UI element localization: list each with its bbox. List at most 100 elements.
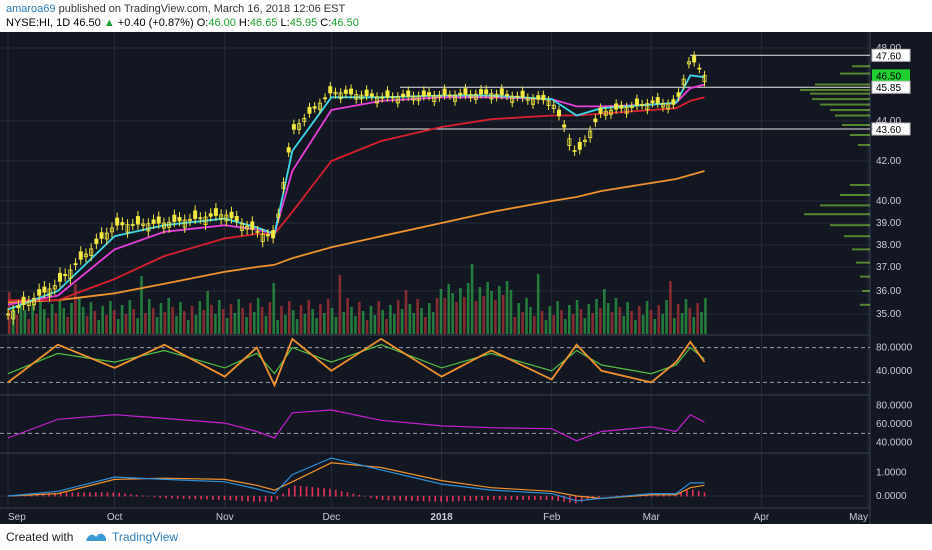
volume-bar	[50, 304, 54, 334]
macd-hist-bar	[551, 496, 554, 501]
macd-hist-bar	[159, 496, 161, 498]
volume-bar	[58, 299, 62, 334]
volume-bar	[556, 301, 559, 334]
macd-hist-bar	[528, 496, 530, 501]
time-tick-label: Apr	[754, 512, 770, 523]
macd-hist-bar	[452, 496, 454, 502]
macd-hist-bar	[89, 492, 91, 497]
candle-body	[520, 90, 525, 98]
volume-bar	[315, 318, 318, 334]
macd-hist-bar	[106, 492, 109, 497]
volume-bar	[210, 305, 213, 334]
macd-hist-bar	[416, 496, 419, 502]
macd-hist-bar	[358, 494, 360, 497]
vpvr-bar	[815, 83, 870, 86]
macd-hist-bar	[522, 496, 524, 501]
price-chart[interactable]: 35.00 36.00 37.00 38.00 39.00 40.00 42.00 44.00…	[0, 32, 932, 524]
price-change: +0.40 (+0.87%)	[117, 17, 194, 29]
candle-body	[354, 94, 359, 100]
price-tick-label: 36.00	[876, 286, 901, 297]
vpvr-bar	[804, 213, 870, 216]
macd-hist-bar	[270, 496, 273, 502]
candle-body	[89, 248, 94, 256]
candle-body	[655, 97, 660, 104]
candle-body	[37, 289, 42, 296]
chart-background	[0, 32, 932, 524]
volume-bar	[54, 313, 58, 334]
volume-bar	[673, 318, 676, 334]
candle-body	[660, 103, 665, 108]
macd-hist-bar	[182, 496, 185, 499]
footer: Created with TradingView	[0, 524, 932, 550]
macd-hist-bar	[545, 496, 548, 501]
volume-bar	[97, 320, 101, 334]
candle-body	[297, 123, 302, 130]
candle-body	[541, 94, 546, 101]
price-tick-label: 35.00	[876, 309, 901, 320]
candle-body	[406, 90, 411, 97]
volume-bar	[490, 291, 493, 334]
author-link[interactable]: amaroa69	[6, 3, 56, 15]
volume-bar	[190, 306, 194, 334]
volume-bar	[389, 305, 392, 334]
macd-hist-bar	[563, 496, 565, 502]
macd-hist-bar	[147, 496, 150, 497]
time-tick-label: Sep	[8, 512, 26, 523]
volume-bar	[101, 306, 104, 334]
macd-hist-bar	[329, 488, 331, 497]
candle-body	[213, 208, 218, 216]
vpvr-bar	[830, 224, 870, 227]
volume-bar	[603, 289, 606, 334]
macd-hist-bar	[346, 492, 349, 497]
candle-body	[6, 313, 11, 316]
vpvr-bar	[842, 124, 870, 126]
low-label: L:	[280, 17, 290, 29]
volume-bar	[334, 317, 338, 334]
volume-bar	[39, 300, 42, 334]
macd-hist-bar	[206, 496, 208, 500]
volume-bar	[358, 302, 361, 334]
candle-body	[603, 110, 608, 116]
volume-bar	[342, 312, 346, 334]
candle-body	[307, 106, 312, 114]
macd-hist-bar	[428, 496, 431, 502]
candle-body	[343, 89, 348, 94]
macd-hist-bar	[334, 489, 337, 497]
publish-info: published on TradingView.com, March 16, …	[58, 3, 346, 15]
vpvr-bar	[852, 248, 870, 251]
macd-hist-bar	[188, 496, 191, 500]
price-level-tag	[871, 80, 911, 94]
macd-hist-bar	[212, 496, 214, 500]
volume-bar	[634, 320, 637, 334]
ohlc-line: NYSE:HI, 1D 46.50 ▲ +0.40 (+0.87%) O:46.…	[6, 17, 359, 29]
sma-200-line	[7, 170, 705, 304]
candle-body	[499, 88, 504, 96]
macd-hist-bar	[77, 492, 80, 497]
candle-body	[286, 147, 291, 153]
volume-bar	[552, 315, 556, 334]
candle-body	[463, 88, 468, 95]
volume-bar	[74, 284, 77, 334]
volume-bar	[431, 312, 435, 334]
candle-body	[271, 230, 276, 239]
tradingview-brand-link[interactable]: TradingView	[112, 530, 179, 544]
candle-body	[177, 217, 182, 222]
low-value: 45.95	[289, 17, 318, 29]
macd-hist-bar	[253, 496, 255, 502]
macd-hist-bar	[387, 496, 390, 501]
candle-body	[239, 223, 244, 231]
volume-bar	[517, 303, 521, 334]
volume-bar	[470, 264, 474, 334]
macd-hist-bar	[557, 496, 559, 501]
volume-bar	[113, 310, 116, 334]
change-up-icon: ▲	[103, 17, 115, 29]
volume-bar	[482, 296, 486, 334]
volume-bar	[665, 300, 668, 334]
candle-body	[666, 103, 671, 110]
volume-bar	[221, 309, 225, 334]
volume-bar	[35, 314, 38, 334]
macd-hist-bar	[7, 496, 9, 497]
macd-hist-bar	[171, 496, 173, 499]
candle-body	[161, 222, 166, 229]
rsi-tick-label: 40.0000	[876, 438, 913, 449]
